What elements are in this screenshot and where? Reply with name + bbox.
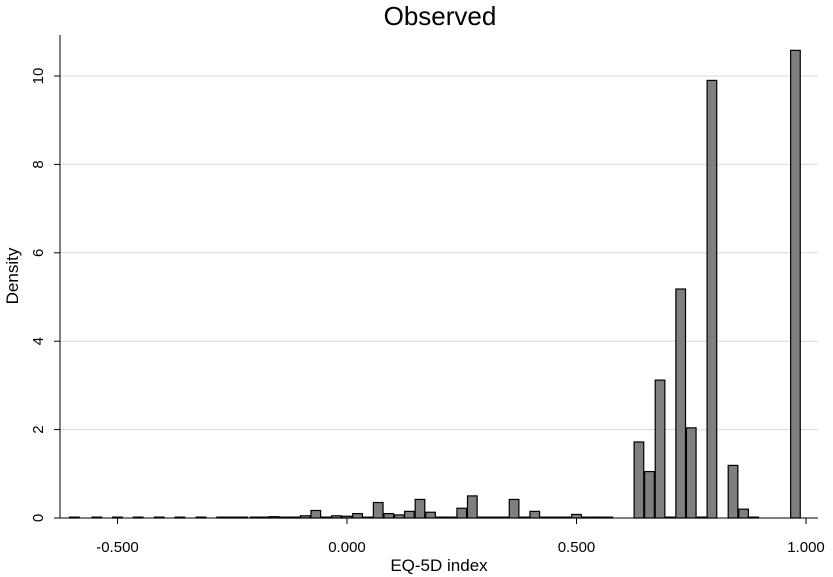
histogram-bar (644, 470, 655, 519)
y-tick-label: 4 (30, 337, 47, 345)
histogram-bar (790, 49, 801, 519)
x-tick-label: 0.000 (328, 539, 366, 556)
chart-title: Observed (384, 1, 497, 31)
histogram-bar (529, 510, 541, 519)
y-tick-label: 2 (30, 425, 47, 433)
x-tick-label: 1.000 (787, 539, 825, 556)
histogram-bar (456, 507, 468, 519)
histogram-bar (466, 495, 478, 519)
histogram-bar (383, 512, 395, 519)
histogram-bar (675, 288, 687, 519)
histogram-bar (738, 508, 750, 519)
bars (68, 49, 801, 519)
y-tick-label: 10 (30, 68, 47, 85)
y-tick-label: 8 (30, 160, 47, 168)
histogram-bar (685, 427, 697, 519)
grid-lines (60, 75, 818, 431)
histogram-bar (508, 498, 520, 519)
histogram-bar (727, 464, 739, 519)
histogram-bar (571, 513, 582, 519)
histogram-bar (425, 511, 436, 519)
histogram-bar (414, 498, 426, 519)
histogram-bar (372, 501, 384, 519)
x-axis-ticks: -0.500 0.000 0.500 1.000 (96, 518, 825, 556)
histogram-bar (352, 512, 363, 519)
histogram-bar (310, 509, 322, 519)
histogram-bar (654, 379, 666, 519)
y-tick-label: 0 (30, 514, 47, 522)
histogram-bar (633, 441, 645, 519)
x-tick-label: -0.500 (96, 539, 139, 556)
y-axis-label: Density (3, 247, 22, 304)
histogram-bar (706, 79, 718, 519)
x-axis-label: EQ-5D index (390, 556, 488, 575)
y-tick-label: 6 (30, 249, 47, 257)
x-tick-label: 0.500 (558, 539, 596, 556)
histogram-bar (404, 510, 415, 519)
axes (59, 35, 818, 519)
y-axis-ticks: 0 2 4 6 8 10 (30, 68, 60, 522)
